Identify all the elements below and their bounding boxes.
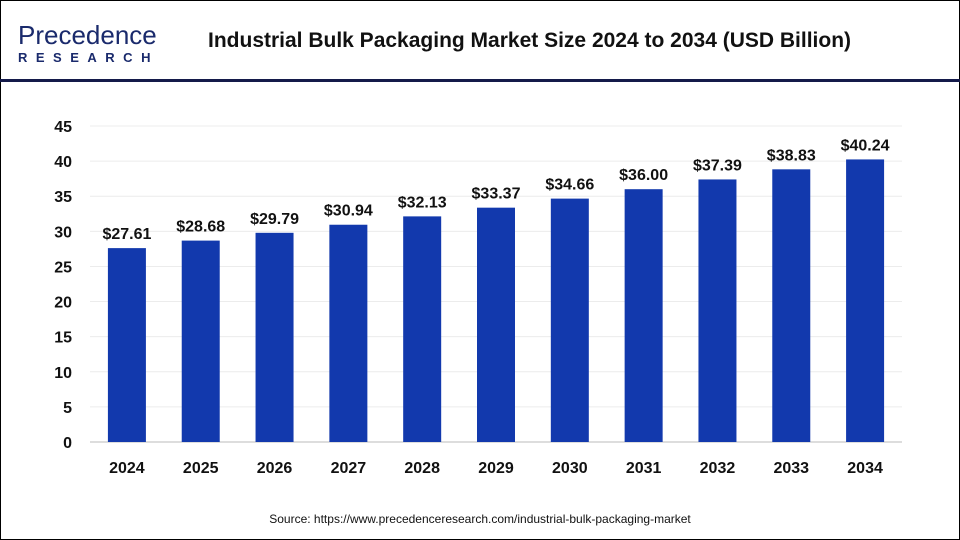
bar <box>772 169 811 442</box>
x-tick-label: 2029 <box>478 460 514 477</box>
y-tick-label: 25 <box>54 259 72 276</box>
x-tick-label: 2031 <box>626 460 662 477</box>
data-label: $38.83 <box>767 147 816 164</box>
source-note: Source: https://www.precedenceresearch.c… <box>269 512 691 526</box>
y-tick-label: 20 <box>54 295 72 312</box>
data-label: $34.66 <box>545 177 594 194</box>
y-tick-label: 10 <box>54 365 72 382</box>
data-label: $37.39 <box>693 157 742 174</box>
bar <box>550 198 589 442</box>
data-label: $28.68 <box>176 219 225 236</box>
bar <box>107 248 146 442</box>
data-label: $27.61 <box>102 226 151 243</box>
chart-title: Industrial Bulk Packaging Market Size 20… <box>208 29 852 52</box>
bar <box>624 189 663 442</box>
bar <box>329 224 368 442</box>
x-tick-label: 2034 <box>847 460 883 477</box>
x-tick-label: 2027 <box>331 460 367 477</box>
y-tick-label: 45 <box>54 119 72 136</box>
logo-line2: RESEARCH <box>18 50 159 65</box>
data-label: $29.79 <box>250 211 299 228</box>
bar <box>477 207 515 442</box>
bar <box>403 216 442 442</box>
y-tick-label: 35 <box>54 189 72 206</box>
x-tick-label: 2032 <box>700 460 736 477</box>
data-label: $32.13 <box>398 194 447 211</box>
data-label: $40.24 <box>841 137 890 154</box>
y-tick-label: 30 <box>54 224 72 241</box>
y-tick-label: 15 <box>54 330 72 347</box>
data-label: $30.94 <box>324 203 373 220</box>
bar <box>255 232 294 442</box>
x-tick-label: 2033 <box>773 460 809 477</box>
bar <box>846 159 885 442</box>
y-tick-label: 40 <box>54 154 72 171</box>
y-tick-label: 0 <box>63 435 72 452</box>
y-tick-label: 5 <box>63 400 72 417</box>
logo-line1: Precedence <box>18 20 157 50</box>
logo: Precedence RESEARCH <box>18 22 159 65</box>
x-tick-label: 2026 <box>257 460 293 477</box>
x-tick-label: 2028 <box>404 460 440 477</box>
data-label: $33.37 <box>472 186 521 203</box>
x-tick-label: 2025 <box>183 460 219 477</box>
header-divider <box>0 79 960 82</box>
data-label: $36.00 <box>619 167 668 184</box>
x-tick-label: 2024 <box>109 460 145 477</box>
bar <box>181 240 220 442</box>
bar <box>698 179 737 442</box>
x-tick-label: 2030 <box>552 460 588 477</box>
